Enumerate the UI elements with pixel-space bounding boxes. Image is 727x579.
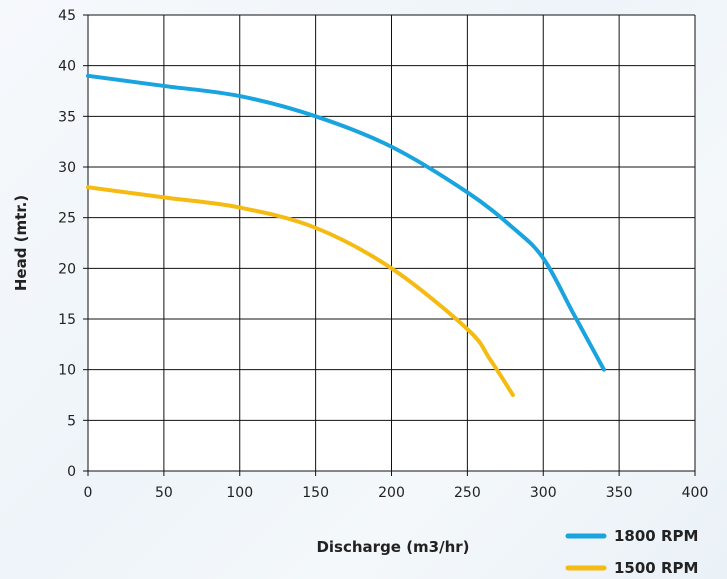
series-line-1 — [86, 73, 606, 372]
y-tick-label: 40 — [58, 59, 76, 75]
y-tick-label: 15 — [58, 312, 76, 328]
y-tick-label: 45 — [58, 8, 76, 24]
y-tick-label: 30 — [58, 160, 76, 176]
series-line-2 — [86, 185, 515, 397]
x-tick-label: 400 — [682, 485, 709, 501]
y-tick-label: 25 — [58, 211, 76, 227]
axes: 0 50 100 150 200 250 300 350 400 0 5 10 15 20 25 30 35 40… — [58, 8, 708, 501]
x-tick-label: 250 — [454, 485, 481, 501]
legend: 1800 RPM 1500 RPM — [565, 527, 698, 577]
y-axis-title: Head (mtr.) — [12, 195, 30, 291]
x-tick-label: 100 — [226, 485, 253, 501]
y-tick-label: 20 — [58, 261, 76, 277]
grid — [87, 14, 696, 472]
y-tick-label: 5 — [67, 413, 76, 429]
x-tick-label: 300 — [530, 485, 557, 501]
x-tick-label: 50 — [155, 485, 173, 501]
legend-label-2: 1500 RPM — [614, 559, 698, 577]
x-tick-label: 0 — [84, 485, 93, 501]
y-tick-label: 0 — [67, 464, 76, 480]
x-tick-label: 350 — [606, 485, 633, 501]
legend-label-1: 1800 RPM — [614, 527, 698, 545]
x-tick-label: 150 — [302, 485, 329, 501]
x-axis-title: Discharge (m3/hr) — [316, 538, 469, 556]
y-tick-label: 10 — [58, 363, 76, 379]
series-layer — [86, 73, 606, 397]
y-tick-label: 35 — [58, 109, 76, 125]
x-tick-label: 200 — [378, 485, 405, 501]
